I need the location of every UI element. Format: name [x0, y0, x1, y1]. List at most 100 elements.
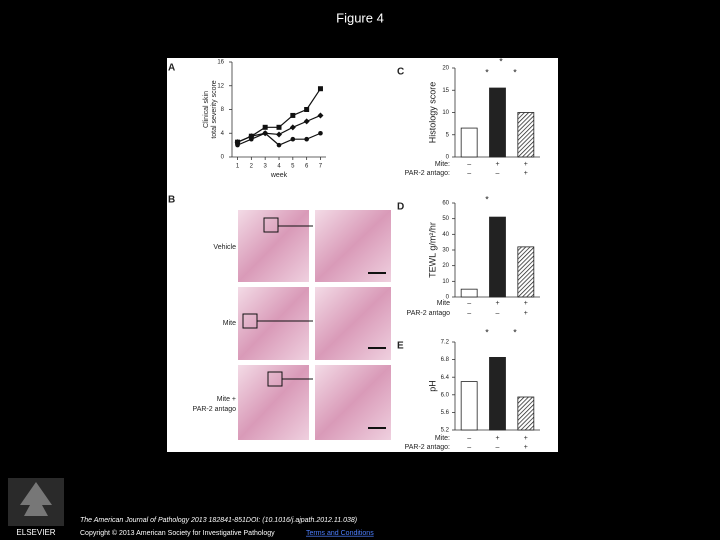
y-tick-label: 0 [446, 295, 450, 301]
y-tick-label: 5 [446, 132, 450, 138]
bar [460, 381, 478, 431]
row-label: PAR-2 antago: [405, 170, 450, 177]
significance: * [513, 327, 517, 337]
y-tick-label: 0 [221, 155, 225, 161]
x-tick-label: 5 [291, 164, 295, 170]
x-tick-label: 3 [264, 164, 268, 170]
caption-journal: The American Journal of Pathology 2013 1… [80, 517, 357, 524]
bar [517, 396, 535, 431]
par2-sign: – [496, 444, 500, 451]
row-label: Mite: [435, 435, 450, 442]
marker [262, 124, 268, 130]
bar [517, 112, 535, 158]
marker [304, 107, 310, 112]
row-label: Mite: [435, 161, 450, 168]
marker [276, 142, 282, 148]
y-tick-label: 40 [442, 232, 449, 238]
par2-sign: + [524, 310, 528, 317]
par2-sign: – [467, 310, 471, 317]
marker [304, 136, 309, 142]
marker [276, 124, 282, 130]
par2-sign: – [467, 444, 471, 451]
mite-sign: + [495, 161, 499, 168]
y-tick-label: 60 [442, 201, 449, 207]
y-tick-label: 10 [442, 279, 449, 285]
panel-letter: A [168, 63, 175, 74]
mite-sign: + [524, 300, 528, 307]
logo-text: ELSEVIER [16, 528, 55, 537]
y-tick-label: 50 [442, 216, 449, 222]
bar [517, 246, 535, 298]
y-tick-label: 7.2 [441, 340, 450, 346]
mite-sign: – [467, 161, 471, 168]
row-label: PAR-2 antago: [405, 444, 450, 451]
y-axis-label: total severity score [211, 80, 218, 138]
significance: * [485, 327, 489, 337]
panel-letter: B [168, 195, 175, 206]
marker [290, 136, 296, 142]
y-axis-label: TEWL g/m²/hr [427, 222, 437, 278]
mite-sign: – [467, 435, 471, 442]
par2-sign: – [467, 170, 471, 177]
par2-sign: – [496, 170, 500, 177]
mite-sign: – [467, 300, 471, 307]
y-axis-label: Clinical skin [203, 91, 210, 128]
histology-images [238, 210, 391, 440]
y-tick-label: 15 [442, 88, 449, 94]
bar [489, 356, 506, 431]
y-tick-label: 4 [221, 131, 225, 137]
mite-sign: + [495, 300, 499, 307]
y-tick-label: 0 [446, 155, 450, 161]
marker [303, 118, 310, 125]
y-tick-label: 20 [442, 66, 449, 72]
marker [290, 112, 296, 118]
mite-sign: + [524, 161, 528, 168]
terms-link[interactable]: Terms and Conditions [306, 530, 374, 537]
y-tick-label: 5.2 [441, 428, 450, 434]
y-tick-label: 30 [442, 248, 449, 254]
elsevier-logo: ELSEVIER [8, 478, 64, 537]
row-label: Mite [437, 300, 450, 307]
panel-letter: E [397, 341, 404, 352]
mite-sign: + [495, 435, 499, 442]
panel-letter: D [397, 202, 404, 213]
y-axis-label: pH [427, 380, 437, 392]
row-label: PAR-2 antago [193, 406, 237, 413]
bar [489, 216, 506, 298]
x-axis-label: week [270, 172, 288, 179]
par2-sign: + [524, 444, 528, 451]
marker [249, 136, 254, 142]
marker [317, 86, 323, 92]
y-axis-label: Histology score [427, 82, 437, 144]
significance: * [485, 194, 489, 204]
y-tick-label: 6.8 [441, 357, 450, 363]
marker [276, 131, 282, 138]
y-tick-label: 20 [442, 263, 449, 269]
row-label: Mite [223, 320, 236, 327]
significance: * [499, 56, 503, 66]
mite-sign: + [524, 435, 528, 442]
y-tick-label: 16 [217, 60, 224, 66]
bar [489, 87, 506, 158]
x-tick-label: 2 [250, 164, 254, 170]
y-tick-label: 8 [221, 107, 225, 113]
marker [317, 112, 324, 119]
x-tick-label: 7 [319, 164, 323, 170]
bar [460, 127, 478, 158]
significance: * [513, 67, 517, 77]
row-label: Vehicle [213, 244, 236, 251]
marker [262, 130, 268, 136]
y-tick-label: 6.0 [441, 392, 450, 398]
title: Figure 4 [336, 10, 384, 25]
y-tick-label: 6.4 [441, 375, 450, 381]
marker [318, 130, 323, 136]
significance: * [485, 67, 489, 77]
y-tick-label: 5.6 [441, 410, 450, 416]
caption-copyright: Copyright © 2013 American Society for In… [80, 529, 275, 537]
x-tick-label: 1 [236, 164, 240, 170]
y-tick-label: 10 [442, 110, 449, 116]
row-label: Mite + [217, 396, 236, 403]
x-tick-label: 4 [277, 164, 281, 170]
par2-sign: + [524, 170, 528, 177]
